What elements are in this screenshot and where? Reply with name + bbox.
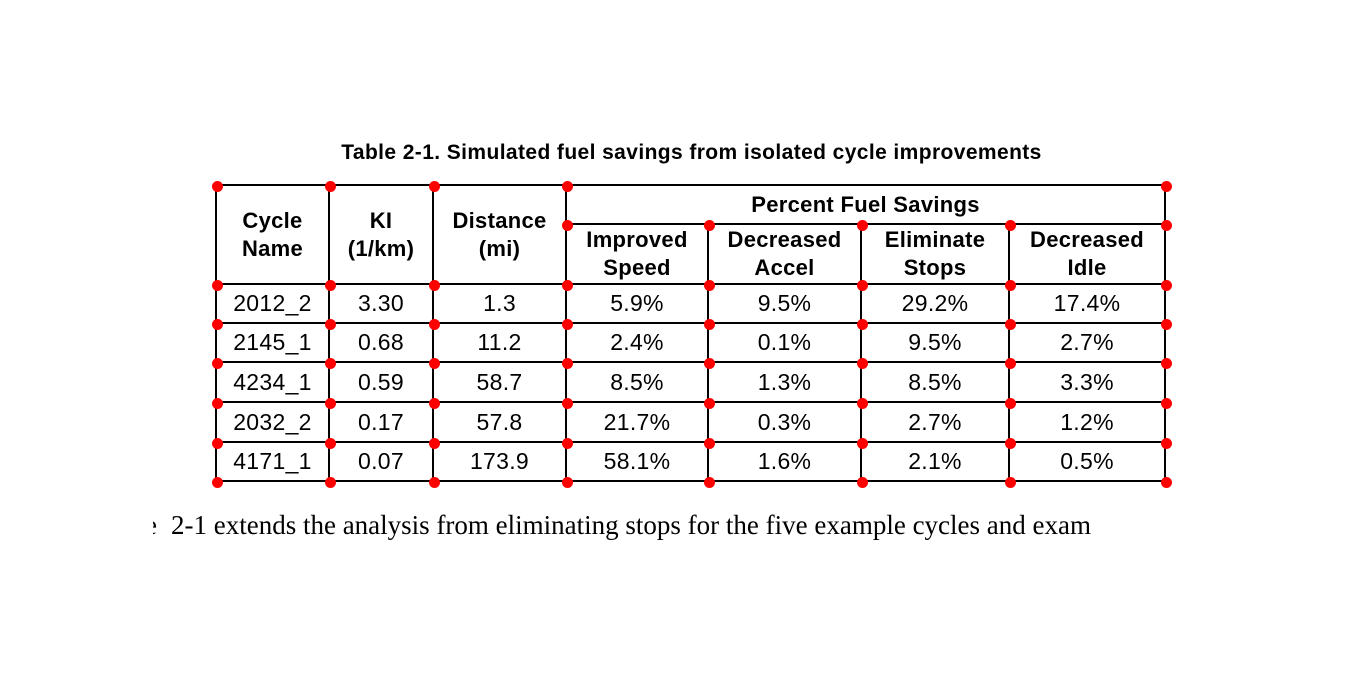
header-line: (mi) xyxy=(478,235,521,261)
cell-distance: 1.3 xyxy=(432,283,567,324)
table-title: Table 2-1. Simulated fuel savings from i… xyxy=(341,141,1042,164)
cell-cycle-name: 2145_1 xyxy=(215,322,330,363)
cell-distance: 58.7 xyxy=(432,361,567,403)
header-cell-decreased-idle: Decreased Idle xyxy=(1007,223,1167,285)
body-text-line: 2-1 extends the analysis from eliminatin… xyxy=(171,510,1091,540)
header-cell-eliminate-stops: Eliminate Stops xyxy=(860,223,1010,285)
cell-cycle-name: 2032_2 xyxy=(215,401,330,443)
cell-decreased-idle: 0.5% xyxy=(1007,441,1167,482)
table-row: 2012_2 3.30 1.3 5.9% 9.5% 29.2% 17.4% xyxy=(215,283,1167,324)
cell-cycle-name: 4234_1 xyxy=(215,361,330,403)
cell-distance: 173.9 xyxy=(432,441,567,482)
cut-off-text-fragment: e xyxy=(153,510,162,550)
header-line: Stops xyxy=(903,255,967,280)
cell-decreased-accel: 1.6% xyxy=(707,441,862,482)
cell-ki: 3.30 xyxy=(328,283,434,324)
cell-improved-speed: 5.9% xyxy=(565,283,709,324)
header-cell-ki: KI (1/km) xyxy=(328,184,434,285)
table-row: 4234_1 0.59 58.7 8.5% 1.3% 8.5% 3.3% xyxy=(215,361,1167,403)
cell-ki: 0.68 xyxy=(328,322,434,363)
cell-distance: 57.8 xyxy=(432,401,567,443)
cell-distance: 11.2 xyxy=(432,322,567,363)
cell-decreased-accel: 0.3% xyxy=(707,401,862,443)
cell-improved-speed: 21.7% xyxy=(565,401,709,443)
cell-decreased-idle: 17.4% xyxy=(1007,283,1167,324)
cell-ki: 0.07 xyxy=(328,441,434,482)
cell-ki: 0.59 xyxy=(328,361,434,403)
table-row: 2145_1 0.68 11.2 2.4% 0.1% 9.5% 2.7% xyxy=(215,322,1167,363)
cell-decreased-accel: 0.1% xyxy=(707,322,862,363)
cell-decreased-idle: 3.3% xyxy=(1007,361,1167,403)
header-line: Eliminate xyxy=(884,227,986,252)
cell-eliminate-stops: 9.5% xyxy=(860,322,1010,363)
header-cell-percent-fuel-savings: Percent Fuel Savings xyxy=(564,184,1167,225)
cell-improved-speed: 58.1% xyxy=(565,441,709,482)
header-line: Improved xyxy=(586,227,688,252)
header-line: Cycle xyxy=(242,207,303,233)
table-row: 4171_1 0.07 173.9 58.1% 1.6% 2.1% 0.5% xyxy=(215,441,1167,482)
cell-eliminate-stops: 2.7% xyxy=(860,401,1010,443)
header-line: (1/km) xyxy=(347,235,415,261)
cell-decreased-idle: 1.2% xyxy=(1007,401,1167,443)
header-line: KI xyxy=(369,207,393,233)
cell-improved-speed: 8.5% xyxy=(565,361,709,403)
cell-decreased-idle: 2.7% xyxy=(1007,322,1167,363)
header-line: Distance xyxy=(452,207,547,233)
header-line: Decreased xyxy=(1030,227,1145,252)
cell-improved-speed: 2.4% xyxy=(565,322,709,363)
cell-decreased-accel: 1.3% xyxy=(707,361,862,403)
header-line: Decreased xyxy=(727,227,842,252)
cell-ki: 0.17 xyxy=(328,401,434,443)
header-line: Idle xyxy=(1067,255,1107,280)
header-cell-distance: Distance (mi) xyxy=(432,184,567,285)
cell-cycle-name: 2012_2 xyxy=(215,283,330,324)
header-cell-decreased-accel: Decreased Accel xyxy=(707,223,862,285)
cell-eliminate-stops: 29.2% xyxy=(860,283,1010,324)
fuel-savings-table: Cycle Name KI (1/km) Distance (mi) Perce… xyxy=(215,184,1167,482)
cell-eliminate-stops: 2.1% xyxy=(860,441,1010,482)
header-line: Speed xyxy=(603,255,671,280)
cell-eliminate-stops: 8.5% xyxy=(860,361,1010,403)
header-cell-cycle-name: Cycle Name xyxy=(215,184,330,285)
header-line: Accel xyxy=(754,255,815,280)
cell-cycle-name: 4171_1 xyxy=(215,441,330,482)
table-row: 2032_2 0.17 57.8 21.7% 0.3% 2.7% 1.2% xyxy=(215,401,1167,443)
cell-decreased-accel: 9.5% xyxy=(707,283,862,324)
header-line: Name xyxy=(241,235,304,261)
header-cell-improved-speed: Improved Speed xyxy=(565,223,709,285)
